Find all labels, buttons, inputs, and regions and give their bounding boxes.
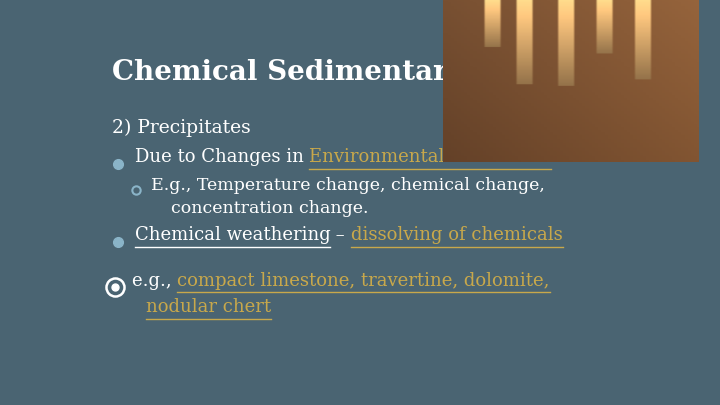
- Text: Due to Changes in: Due to Changes in: [135, 148, 310, 166]
- Text: nodular chert: nodular chert: [145, 298, 271, 316]
- Text: Chemical Sedimentary Rocks types: Chemical Sedimentary Rocks types: [112, 59, 659, 86]
- Text: Chemical weathering: Chemical weathering: [135, 226, 330, 244]
- Text: dissolving of chemicals: dissolving of chemicals: [351, 226, 562, 244]
- Text: –: –: [330, 226, 351, 244]
- Text: Environmental conditions.: Environmental conditions.: [310, 148, 551, 166]
- Text: 2) Precipitates: 2) Precipitates: [112, 119, 251, 137]
- Text: E.g., Temperature change, chemical change,: E.g., Temperature change, chemical chang…: [151, 177, 545, 194]
- Text: concentration change.: concentration change.: [171, 200, 369, 217]
- Text: compact limestone, travertine, dolomite,: compact limestone, travertine, dolomite,: [177, 272, 549, 290]
- Text: e.g.,: e.g.,: [132, 272, 177, 290]
